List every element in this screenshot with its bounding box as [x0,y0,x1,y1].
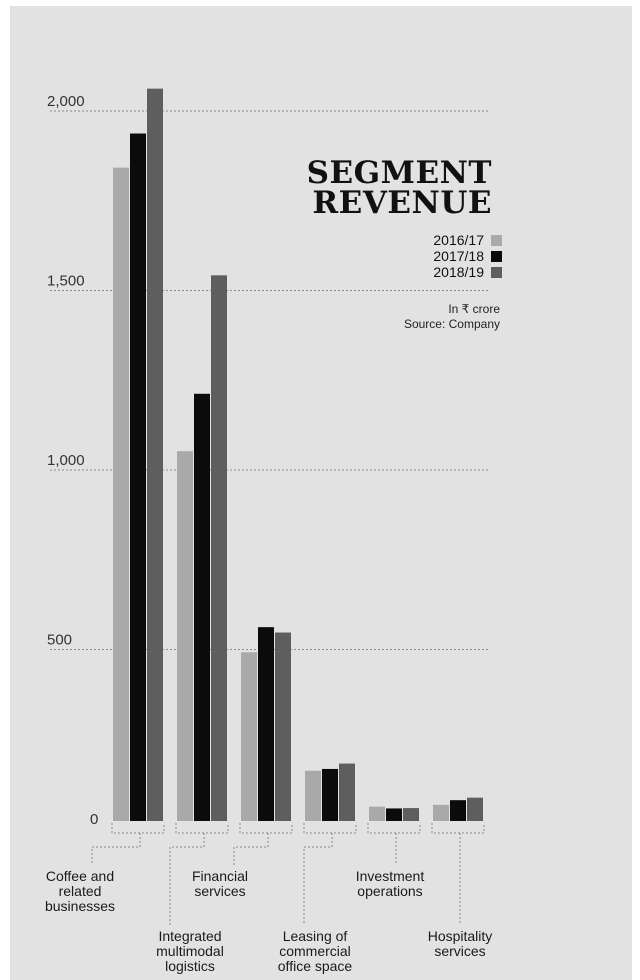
category-label: services [434,943,485,959]
bar [194,393,210,821]
legend-label: 2017/18 [433,248,484,264]
category-label: Investment [356,868,425,884]
category-label: Coffee and [46,868,114,884]
category-label: Financial [192,868,248,884]
category-label: related [59,883,102,899]
bar [403,808,419,821]
bar [258,627,274,821]
legend-swatch [491,234,502,246]
bar [305,770,321,821]
legend-swatch [491,266,502,278]
legend: 2016/17 2017/18 2018/19 [392,232,502,280]
legend-item-2016-17: 2016/17 [392,232,502,248]
group-bracket [111,823,165,834]
category-label: commercial [279,943,351,959]
bar [467,797,483,821]
legend-item-2017-18: 2017/18 [392,248,502,264]
category-label: businesses [45,898,115,914]
bar [211,275,227,821]
bar [386,808,402,821]
bar-chart: 0 500 1,000 1,500 2,000 Coffee andrelatedbusi… [45,88,493,974]
y-tick-label: 0 [90,811,98,828]
category-label: operations [357,883,422,899]
y-tick-label: 500 [47,632,72,649]
group-bracket [175,823,229,834]
category-label: services [194,883,245,899]
bar [130,133,146,821]
bar [450,800,466,821]
bar [147,88,163,821]
y-tick-label: 2,000 [47,93,85,110]
chart-panel: 0 500 1,000 1,500 2,000 Coffee and related busi… [10,6,632,980]
category-label: logistics [165,958,215,974]
legend-label: 2016/17 [433,232,484,248]
label-leader [233,833,269,865]
bar [177,451,193,821]
y-tick-label: 1,000 [47,452,85,469]
legend-label: 2018/19 [433,264,484,280]
group-bracket [431,823,485,834]
bar [113,167,129,821]
group-bracket [367,823,421,834]
unit-note: In ₹ crore [448,302,500,316]
category-label: Leasing of [283,928,348,944]
legend-swatch [491,250,502,262]
category-label: Hospitality [428,928,493,944]
bar [241,652,257,821]
chart-title-line-2: REVENUE [312,185,492,221]
bar [369,806,385,821]
bar [433,804,449,821]
bar [275,632,291,821]
group-bracket [239,823,293,834]
group-bracket [303,823,357,834]
bar [322,768,338,821]
y-tick-label: 1,500 [47,273,85,290]
category-label: multimodal [156,943,224,959]
label-leader [91,833,141,865]
source-note: Source: Company [403,317,500,331]
category-label: office space [278,958,353,974]
legend-item-2018-19: 2018/19 [392,264,502,280]
bar [339,763,355,821]
chart-title-line-1: SEGMENT [306,155,492,191]
category-label: Integrated [158,928,221,944]
label-leader [303,833,333,925]
